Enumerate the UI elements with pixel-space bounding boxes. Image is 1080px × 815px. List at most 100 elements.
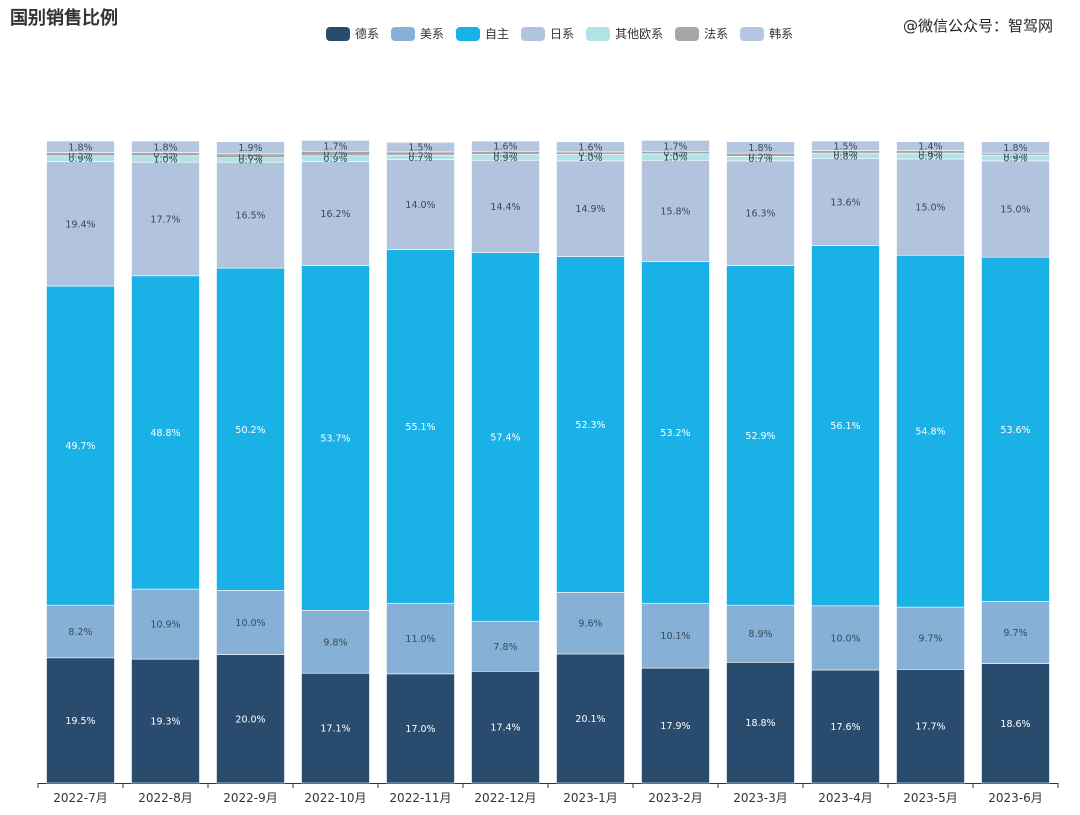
- data-label: 1.0%: [663, 153, 687, 164]
- data-label: 10.0%: [830, 633, 860, 644]
- data-label: 0.7%: [748, 154, 772, 165]
- data-label: 15.8%: [660, 206, 690, 217]
- data-label: 19.4%: [65, 219, 95, 230]
- data-label: 53.7%: [320, 433, 350, 444]
- legend-item[interactable]: 法系: [675, 25, 728, 42]
- bar-segment: [896, 606, 965, 670]
- legend-item[interactable]: 韩系: [740, 25, 793, 42]
- data-label: 17.7%: [150, 215, 180, 226]
- bar-segment: [811, 245, 880, 607]
- data-label: 0.7%: [323, 149, 347, 160]
- data-label: 1.7%: [323, 141, 347, 152]
- bar-segment: [471, 159, 540, 254]
- data-label: 0.9%: [918, 152, 942, 163]
- chart-title: 国别销售比例: [10, 8, 118, 29]
- data-label: 0.3%: [1003, 150, 1027, 161]
- x-tick-label: 2023-1月: [563, 791, 618, 805]
- bar-segment: [556, 141, 625, 153]
- bar-segment: [301, 265, 370, 611]
- bar-segment: [386, 673, 455, 784]
- data-label: 0.5%: [748, 150, 772, 161]
- bar-segment: [726, 160, 795, 266]
- bar-segment: [301, 161, 370, 266]
- bar-segment: [471, 620, 540, 672]
- bar-segment: [726, 265, 795, 606]
- x-tick-label: 2022-9月: [223, 791, 278, 805]
- data-label: 19.5%: [65, 716, 95, 727]
- data-label: 1.9%: [238, 143, 262, 154]
- bar-segment: [981, 256, 1050, 602]
- legend-swatch: [521, 26, 546, 41]
- legend-label: 自主: [485, 27, 510, 41]
- data-label: 0.5%: [493, 148, 517, 159]
- x-tick-label: 2023-2月: [648, 791, 703, 805]
- data-label: 1.4%: [918, 142, 942, 153]
- x-tick-label: 2022-7月: [53, 791, 108, 805]
- bar-segment: [386, 249, 455, 604]
- data-label: 1.6%: [493, 142, 517, 153]
- legend-item[interactable]: 自主: [456, 25, 509, 42]
- bar-segment: [386, 602, 455, 675]
- data-label: 1.8%: [1003, 143, 1027, 154]
- data-label: 49.7%: [65, 441, 95, 452]
- legend-item[interactable]: 德系: [326, 25, 379, 42]
- data-label: 11.0%: [405, 634, 435, 645]
- bar-segment: [896, 158, 965, 256]
- bar-segment: [301, 140, 370, 152]
- data-label: 20.1%: [575, 714, 605, 725]
- x-tick-label: 2023-4月: [818, 791, 873, 805]
- bar-segment: [131, 161, 200, 277]
- data-label: 18.8%: [745, 718, 775, 729]
- data-label: 17.6%: [830, 722, 860, 733]
- watermark: @微信公众号：智驾网: [903, 17, 1054, 35]
- data-label: 1.8%: [153, 142, 177, 153]
- bar-segment: [46, 604, 115, 659]
- legend-swatch: [675, 26, 700, 41]
- data-label: 0.4%: [663, 148, 687, 159]
- bar-segment: [896, 254, 965, 608]
- data-label: 9.7%: [1003, 628, 1027, 639]
- data-label: 0.6%: [238, 151, 262, 162]
- bar-segment: [301, 610, 370, 674]
- data-label: 1.6%: [578, 142, 602, 153]
- x-tick-label: 2022-12月: [474, 791, 536, 805]
- x-tick-label: 2022-11月: [389, 791, 451, 805]
- data-label: 0.9%: [323, 154, 347, 165]
- legend-label: 法系: [704, 27, 729, 41]
- data-label: 0.5%: [153, 150, 177, 161]
- bar-segment: [726, 662, 795, 784]
- bar-segment: [981, 663, 1050, 784]
- legend-label: 美系: [420, 27, 445, 41]
- data-label: 19.3%: [150, 717, 180, 728]
- bar-segment: [471, 140, 540, 152]
- data-label: 10.9%: [150, 620, 180, 631]
- bar-segment: [811, 140, 880, 151]
- data-label: 14.9%: [575, 204, 605, 215]
- legend-item[interactable]: 美系: [391, 25, 444, 42]
- data-label: 14.4%: [490, 202, 520, 213]
- data-label: 18.6%: [1000, 719, 1030, 730]
- data-label: 55.1%: [405, 422, 435, 433]
- bar-segment: [896, 141, 965, 151]
- legend-label: 其他欧系: [615, 27, 664, 41]
- data-label: 10.1%: [660, 631, 690, 642]
- data-label: 16.5%: [235, 211, 265, 222]
- bar-segment: [46, 285, 115, 606]
- bar-segment: [386, 141, 455, 153]
- data-label: 53.6%: [1000, 425, 1030, 436]
- data-label: 1.0%: [578, 153, 602, 164]
- data-label: 54.8%: [915, 427, 945, 438]
- legend-item[interactable]: 日系: [521, 25, 574, 42]
- data-label: 56.1%: [830, 421, 860, 432]
- data-label: 1.7%: [663, 141, 687, 152]
- bar-segment: [811, 158, 880, 246]
- data-label: 1.0%: [153, 154, 177, 165]
- data-label: 0.9%: [1003, 154, 1027, 165]
- bar-segment: [471, 670, 540, 784]
- data-label: 15.0%: [1000, 205, 1030, 216]
- data-label: 1.8%: [68, 142, 92, 153]
- bar-segment: [556, 256, 625, 593]
- legend-item[interactable]: 其他欧系: [586, 25, 663, 42]
- data-label: 0.8%: [833, 151, 857, 162]
